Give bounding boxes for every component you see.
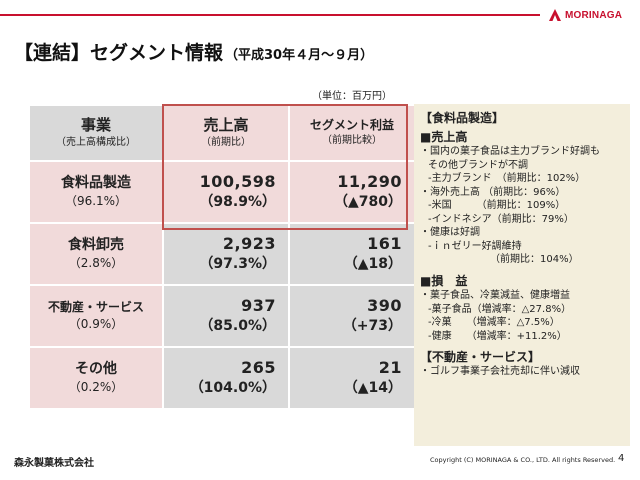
panel-line: ・海外売上高 （前期比：96%）	[420, 186, 566, 198]
panel-subheading-sales: ■売上高	[420, 130, 468, 145]
panel-line: -健康 （増減率：+11.2%）	[428, 330, 567, 342]
brand-logo: MORINAGA	[548, 6, 622, 24]
header-business: 事業 （売上高構成比）	[28, 104, 164, 162]
profit-cell: 161 （▲18）	[288, 222, 416, 286]
sales-cell: 2,923 （97.3%）	[162, 222, 290, 286]
panel-line: その他ブランドが不調	[428, 159, 528, 171]
table-row: 食料品製造 （96.1%） 100,598 （98.9%） 11,290 （▲7…	[28, 160, 416, 224]
panel-line: （前期比：104%）	[490, 254, 579, 266]
panel-line: ・菓子食品、冷菓減益、健康増益	[420, 290, 570, 302]
panel-line: -ｉｎゼリー好調維持	[428, 240, 522, 252]
row-name-cell: その他 （0.2%）	[28, 346, 164, 410]
company-name: 森永製菓株式会社	[14, 458, 94, 469]
page-title: 【連結】セグメント情報 （平成30年４月～９月）	[14, 38, 373, 65]
commentary-panel: 【食料品製造】 ■売上高 ・国内の菓子食品は主力ブランド好調も その他ブランドが…	[414, 104, 630, 446]
page-number: 4	[618, 453, 625, 464]
panel-heading-food: 【食料品製造】	[420, 111, 505, 125]
panel-line: -米国 （前期比：109%）	[428, 200, 566, 212]
profit-cell: 390 （+73）	[288, 284, 416, 348]
table-row: その他 （0.2%） 265 （104.0%） 21 （▲14）	[28, 346, 416, 410]
profit-cell: 21 （▲14）	[288, 346, 416, 410]
top-bar: MORINAGA	[0, 0, 640, 36]
panel-line: ・国内の菓子食品は主力ブランド好調も	[420, 146, 600, 158]
header-profit: セグメント利益 （前期比較）	[288, 104, 416, 162]
profit-cell: 11,290 （▲780）	[288, 160, 416, 224]
panel-line: -冷菓 （増減率：△7.5%）	[428, 317, 560, 329]
unit-label: （単位：百万円）	[312, 91, 392, 102]
row-name-cell: 食料品製造 （96.1%）	[28, 160, 164, 224]
angel-logo-icon	[549, 9, 561, 21]
header-sales: 売上高 （前期比）	[162, 104, 290, 162]
brand-name: MORINAGA	[565, 9, 623, 21]
header-rule	[0, 14, 540, 16]
table-row: 食料卸売 （2.8%） 2,923 （97.3%） 161 （▲18）	[28, 222, 416, 286]
sales-cell: 265 （104.0%）	[162, 346, 290, 410]
panel-line: ・ゴルフ事業子会社売却に伴い減収	[420, 366, 580, 378]
panel-line: -インドネシア（前期比：79%）	[428, 213, 574, 225]
page-title-main: 【連結】セグメント情報	[14, 42, 224, 64]
page-title-period: （平成30年４月～９月）	[225, 48, 374, 63]
table-row: 不動産・サービス （0.9%） 937 （85.0%） 390 （+73）	[28, 284, 416, 348]
sales-cell: 937 （85.0%）	[162, 284, 290, 348]
panel-subheading-profit: ■損 益	[420, 273, 468, 288]
table-header-row: 事業 （売上高構成比） 売上高 （前期比） セグメント利益 （前期比較）	[28, 104, 416, 162]
panel-line: -主力ブランド （前期比：102%）	[428, 173, 586, 185]
panel-heading-realestate: 【不動産・サービス】	[420, 350, 541, 365]
row-name-cell: 食料卸売 （2.8%）	[28, 222, 164, 286]
copyright-text: Copyright (C) MORINAGA & CO., LTD. All r…	[430, 456, 616, 464]
panel-line: -菓子食品（増減率：△27.8%）	[428, 303, 572, 315]
sales-cell: 100,598 （98.9%）	[162, 160, 290, 224]
segment-table: 事業 （売上高構成比） 売上高 （前期比） セグメント利益 （前期比較） 食料品…	[28, 104, 416, 410]
row-name-cell: 不動産・サービス （0.9%）	[28, 284, 164, 348]
panel-line: ・健康は好調	[420, 227, 480, 239]
